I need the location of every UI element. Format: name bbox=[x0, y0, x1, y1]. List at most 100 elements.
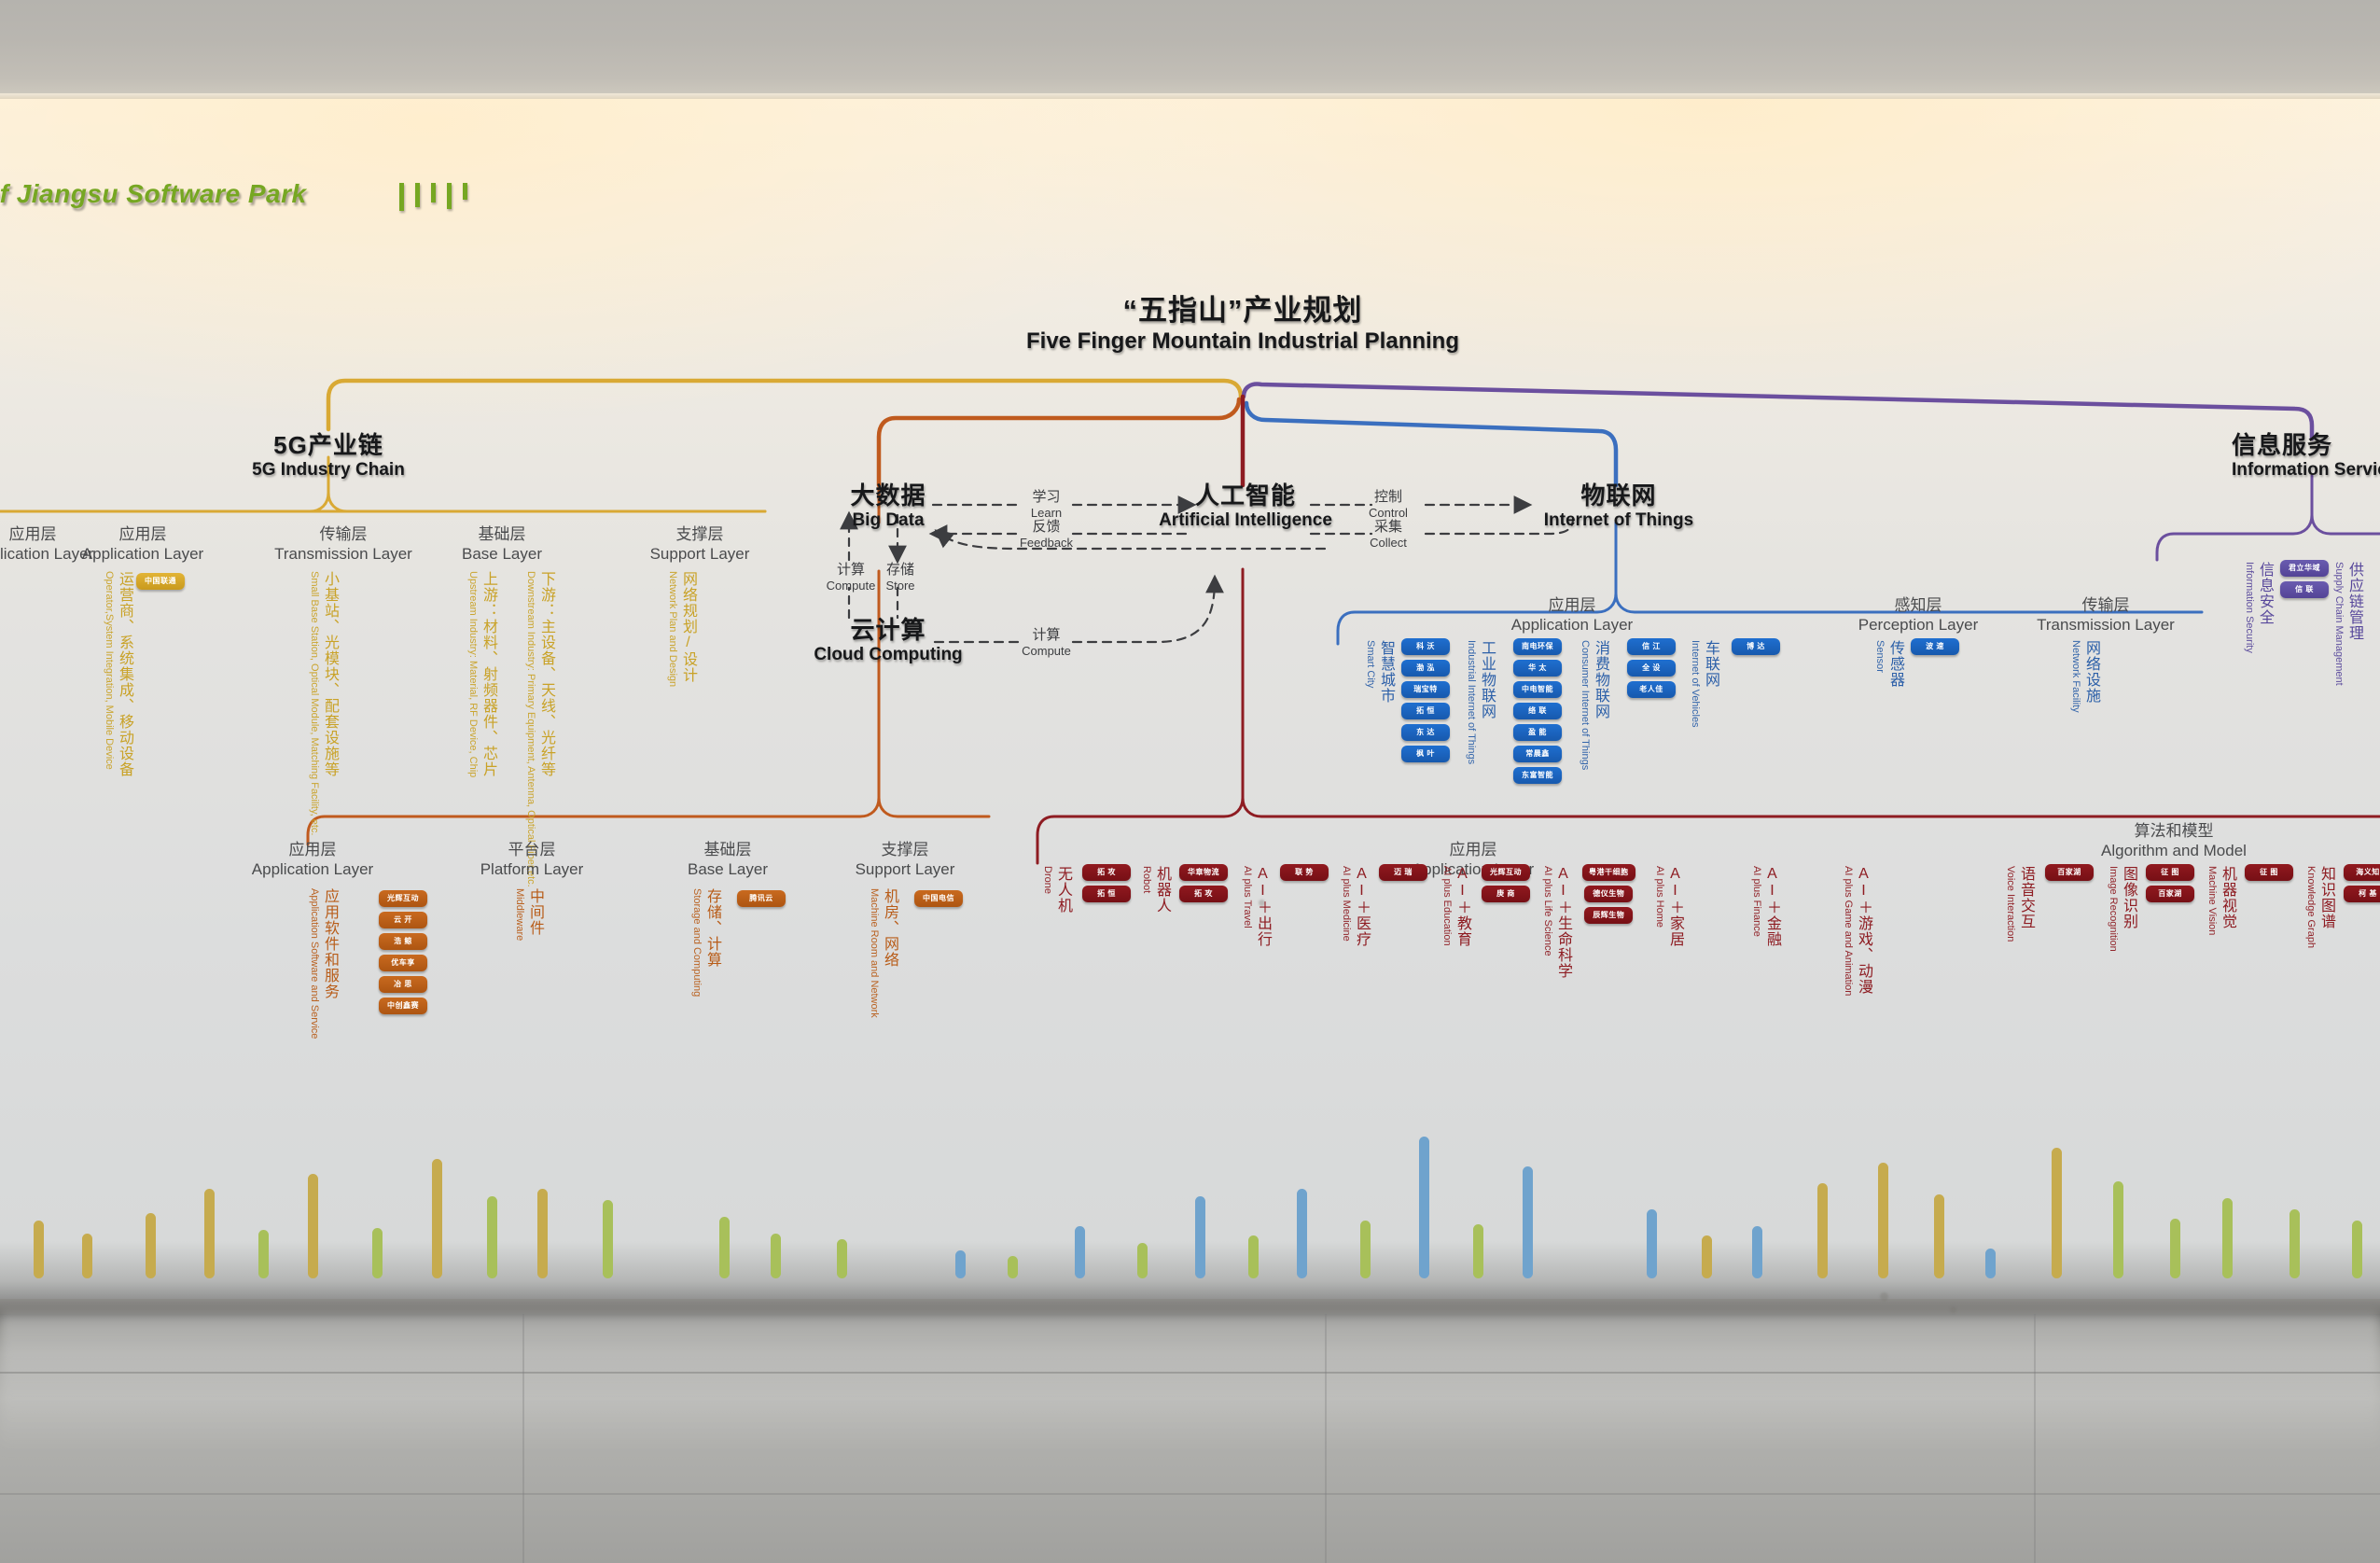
company-badge[interactable]: 光辉互动 bbox=[379, 890, 427, 907]
company-badge[interactable]: 老人佳 bbox=[1627, 681, 1676, 698]
company-badge[interactable]: 信 江 bbox=[1627, 638, 1676, 655]
company-badge[interactable]: 华章物流 bbox=[1179, 864, 1228, 881]
floor-seam bbox=[0, 1372, 2380, 1374]
company-badge[interactable]: 南电环保 bbox=[1513, 638, 1562, 655]
company-badge[interactable]: 瑞宝特 bbox=[1401, 681, 1450, 698]
item-cn: 上游：材料、射频器件、芯片 bbox=[480, 571, 496, 777]
decor-bar bbox=[2170, 1219, 2180, 1278]
company-badge[interactable]: 东富智能 bbox=[1513, 767, 1562, 784]
company-badge[interactable]: 辰辉生物 bbox=[1584, 907, 1634, 924]
company-badge[interactable]: 盈 能 bbox=[1513, 724, 1562, 741]
pillar-big-data[interactable]: 大数据 Big Data bbox=[804, 481, 972, 531]
decor-bar bbox=[1878, 1163, 1888, 1278]
company-badge[interactable]: 常晨鑫 bbox=[1513, 746, 1562, 762]
layer-label-cn: 应用层 bbox=[1548, 596, 1596, 614]
company-badge[interactable]: 冶 思 bbox=[379, 976, 427, 993]
item-en: Robot bbox=[1141, 866, 1152, 894]
decor-bar bbox=[1934, 1194, 1944, 1278]
company-badge[interactable]: 庚 商 bbox=[1482, 886, 1530, 902]
ai-knowledge-graph-badges: 海义知 柯 基 bbox=[2344, 864, 2380, 902]
layer-5g-transmission[interactable]: 传输层 Transmission Layer bbox=[250, 524, 437, 564]
pillar-cloud[interactable]: 云计算 Cloud Computing bbox=[786, 616, 991, 665]
company-badge[interactable]: 拓 恒 bbox=[1401, 703, 1450, 719]
iot-industrial-badges: 南电环保 华 太 中电智能 络 联 盈 能 常晨鑫 东富智能 bbox=[1513, 638, 1562, 784]
item-en: Network Facility bbox=[2070, 640, 2081, 713]
company-badge[interactable]: 征 图 bbox=[2146, 864, 2194, 881]
layer-label-en: Base Layer bbox=[688, 860, 768, 878]
ai-item-machine-vision: 机器视觉 Machine Vision bbox=[2206, 866, 2236, 935]
decor-bar bbox=[1523, 1166, 1533, 1278]
layer-label-en: Application Layer bbox=[1510, 616, 1634, 634]
layer-iot-transmission[interactable]: 传输层 Transmission Layer bbox=[2008, 595, 2204, 635]
company-badge[interactable]: 云 开 bbox=[379, 912, 427, 928]
pillar-5g[interactable]: 5G产业链 5G Industry Chain bbox=[198, 431, 459, 481]
layer-label-cn: 支撑层 bbox=[675, 525, 724, 543]
item-cn: AI＋金融 bbox=[1764, 866, 1780, 947]
park-heading: of Jiangsu Software Park bbox=[0, 179, 307, 208]
company-badge[interactable]: 科 沃 bbox=[1401, 638, 1450, 655]
layer-cloud-support-items: 机房、网络 Machine Room and Network bbox=[868, 888, 898, 1018]
layer-cloud-base[interactable]: 基础层 Base Layer bbox=[644, 840, 812, 879]
company-badge[interactable]: 德仪生物 bbox=[1584, 886, 1634, 902]
layer-5g-support[interactable]: 支撑层 Support Layer bbox=[616, 524, 784, 564]
company-badge[interactable]: 拓 恒 bbox=[1082, 886, 1131, 902]
company-badge[interactable]: 优车享 bbox=[379, 955, 427, 971]
layer-cloud-platform[interactable]: 平台层 Platform Layer bbox=[438, 840, 625, 879]
baseboard bbox=[0, 1299, 2380, 1316]
company-badge[interactable]: 百家湖 bbox=[2146, 886, 2194, 902]
ai-travel-badges: 联 势 bbox=[1280, 864, 1329, 881]
layer-cloud-support[interactable]: 支撑层 Support Layer bbox=[821, 840, 989, 879]
company-badge[interactable]: 华 太 bbox=[1513, 660, 1562, 677]
layer-iot-perception[interactable]: 感知层 Perception Layer bbox=[1825, 595, 2011, 635]
iot-vehicles-badges: 博 达 bbox=[1732, 638, 1780, 655]
pillar-ai[interactable]: 人工智能 Artificial Intelligence bbox=[1101, 481, 1390, 531]
company-badge[interactable]: 征 图 bbox=[2245, 864, 2293, 881]
company-badge[interactable]: 联 势 bbox=[1280, 864, 1329, 881]
layer-5g-transmission-items: 小基站、光模块、配套设施等 Small Base Station, Optica… bbox=[308, 571, 339, 835]
company-badge[interactable]: 中电智能 bbox=[1513, 681, 1562, 698]
company-badge[interactable]: 君立华域 bbox=[2280, 560, 2329, 577]
company-badge[interactable]: 海义知 bbox=[2344, 864, 2380, 881]
decor-bar bbox=[82, 1234, 92, 1278]
company-badge[interactable]: 浩 鲸 bbox=[379, 933, 427, 950]
company-badge[interactable]: 博 达 bbox=[1732, 638, 1780, 655]
company-badge[interactable]: 渤 泓 bbox=[1401, 660, 1450, 677]
pillar-info[interactable]: 信息服务 Information Service bbox=[2232, 431, 2380, 481]
company-badge[interactable]: 波 速 bbox=[1911, 638, 1959, 655]
company-badge[interactable]: 腾讯云 bbox=[737, 890, 786, 907]
company-badge[interactable]: 中创鑫赛 bbox=[379, 998, 427, 1014]
item-en: Upstream Industry: Material, RF Device, … bbox=[467, 571, 479, 778]
layer-cloud-app[interactable]: 应用层 Application Layer bbox=[215, 840, 411, 879]
company-badge[interactable]: 中国电信 bbox=[914, 890, 963, 907]
layer-5g-0[interactable]: 应用层 Application Layer bbox=[0, 524, 121, 564]
company-badge[interactable]: 百家湖 bbox=[2045, 864, 2094, 881]
layer-label-cn: 传输层 bbox=[319, 525, 368, 543]
item-cn: 应用软件和服务 bbox=[322, 888, 338, 999]
item-cn: 图像识别 bbox=[2121, 866, 2136, 929]
item-en: AI plus Education bbox=[1441, 866, 1453, 946]
company-badge[interactable]: 粤港干细胞 bbox=[1582, 864, 1635, 881]
layer-ai-algorithm[interactable]: 算法和模型 Algorithm and Model bbox=[2053, 821, 2295, 860]
relation-store: 存储 Store bbox=[860, 562, 940, 593]
wall-smudge bbox=[1880, 1292, 1888, 1301]
company-badge[interactable]: 拓 攻 bbox=[1082, 864, 1131, 881]
company-badge[interactable]: 拓 攻 bbox=[1179, 886, 1228, 902]
decor-bar bbox=[1297, 1189, 1307, 1278]
company-badge[interactable]: 东 达 bbox=[1401, 724, 1450, 741]
layer-5g-app-badges: 中国联通 bbox=[136, 573, 185, 590]
layer-iot-app[interactable]: 应用层 Application Layer bbox=[1474, 595, 1670, 635]
decor-bar bbox=[1817, 1183, 1828, 1278]
company-badge[interactable]: 全 设 bbox=[1627, 660, 1676, 677]
layer-5g-1[interactable]: 应用层 Application Layer bbox=[54, 524, 231, 564]
layer-5g-base-item-downstream: 下游：主设备、天线、光纤等 Downstream Industry: Prima… bbox=[524, 571, 555, 887]
decor-bar bbox=[837, 1239, 847, 1278]
company-badge[interactable]: 信 联 bbox=[2280, 581, 2329, 598]
company-badge[interactable]: 中国联通 bbox=[136, 573, 185, 590]
company-badge[interactable]: 枫 叶 bbox=[1401, 746, 1450, 762]
company-badge[interactable]: 迈 瑞 bbox=[1379, 864, 1427, 881]
pillar-iot[interactable]: 物联网 Internet of Things bbox=[1502, 481, 1735, 531]
company-badge[interactable]: 光辉互动 bbox=[1482, 864, 1530, 881]
company-badge[interactable]: 络 联 bbox=[1513, 703, 1562, 719]
company-badge[interactable]: 柯 基 bbox=[2344, 886, 2380, 902]
layer-5g-base[interactable]: 基础层 Base Layer bbox=[418, 524, 586, 564]
